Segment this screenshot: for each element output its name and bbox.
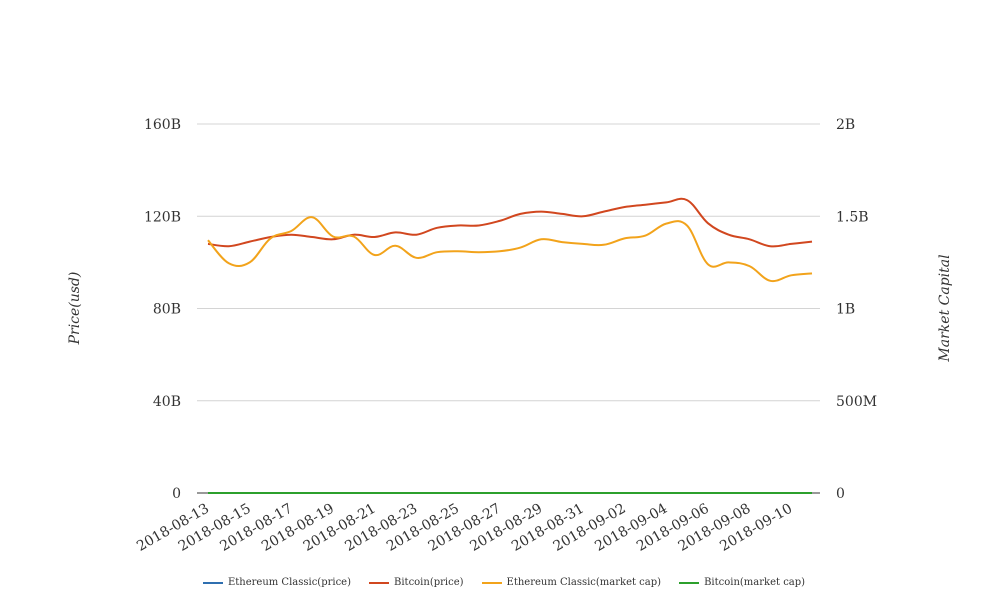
series-lines [207, 197, 813, 495]
y-left-tick-label: 80B [153, 302, 181, 318]
legend-label: Ethereum Classic(price) [227, 577, 351, 588]
gridlines [197, 123, 820, 402]
y-axis-left: 0 40B 80B 120B 160B [144, 117, 181, 502]
legend-item-bitcoin-market-cap[interactable]: Bitcoin(market cap) [679, 577, 805, 588]
legend-label: Bitcoin(market cap) [704, 577, 806, 588]
y-right-tick-label: 500M [836, 394, 877, 410]
x-axis: 2018-08-132018-08-152018-08-172018-08-19… [134, 492, 820, 555]
y-right-tick-label: 1B [836, 302, 855, 318]
legend-item-ethereum-classic-price[interactable]: Ethereum Classic(price) [202, 577, 351, 588]
y-axis-right-title: Market Capital [937, 254, 953, 362]
legend-item-bitcoin-price[interactable]: Bitcoin(price) [369, 577, 464, 588]
legend-swatch [481, 581, 502, 584]
y-axis-right: 0 500M 1B 1.5B 2B [836, 117, 877, 502]
legend-swatch [369, 581, 389, 584]
legend-label: Ethereum Classic(market cap) [506, 577, 662, 588]
series-line-ethereum-classic-market-cap [207, 216, 813, 283]
y-left-tick-label: 40B [153, 394, 181, 410]
legend: Ethereum Classic(price) Bitcoin(price) Eth… [0, 577, 1008, 588]
legend-label: Bitcoin(price) [394, 577, 464, 588]
y-left-tick-label: 0 [172, 486, 181, 502]
y-right-tick-label: 1.5B [836, 209, 869, 225]
chart: 0 40B 80B 120B 160B 0 500M 1B 1.5B 2B 2018-08-13… [67, 117, 953, 555]
y-axis-left-title: Price(usd) [67, 272, 83, 346]
series-line-bitcoin-price [207, 197, 813, 248]
legend-item-ethereum-classic-market-cap[interactable]: Ethereum Classic(market cap) [481, 577, 662, 588]
legend-swatch [679, 581, 700, 584]
y-left-tick-label: 120B [144, 209, 181, 225]
y-left-tick-label: 160B [144, 117, 181, 133]
legend-swatch [202, 581, 223, 584]
y-right-tick-label: 2B [836, 117, 855, 133]
y-right-tick-label: 0 [836, 486, 845, 502]
